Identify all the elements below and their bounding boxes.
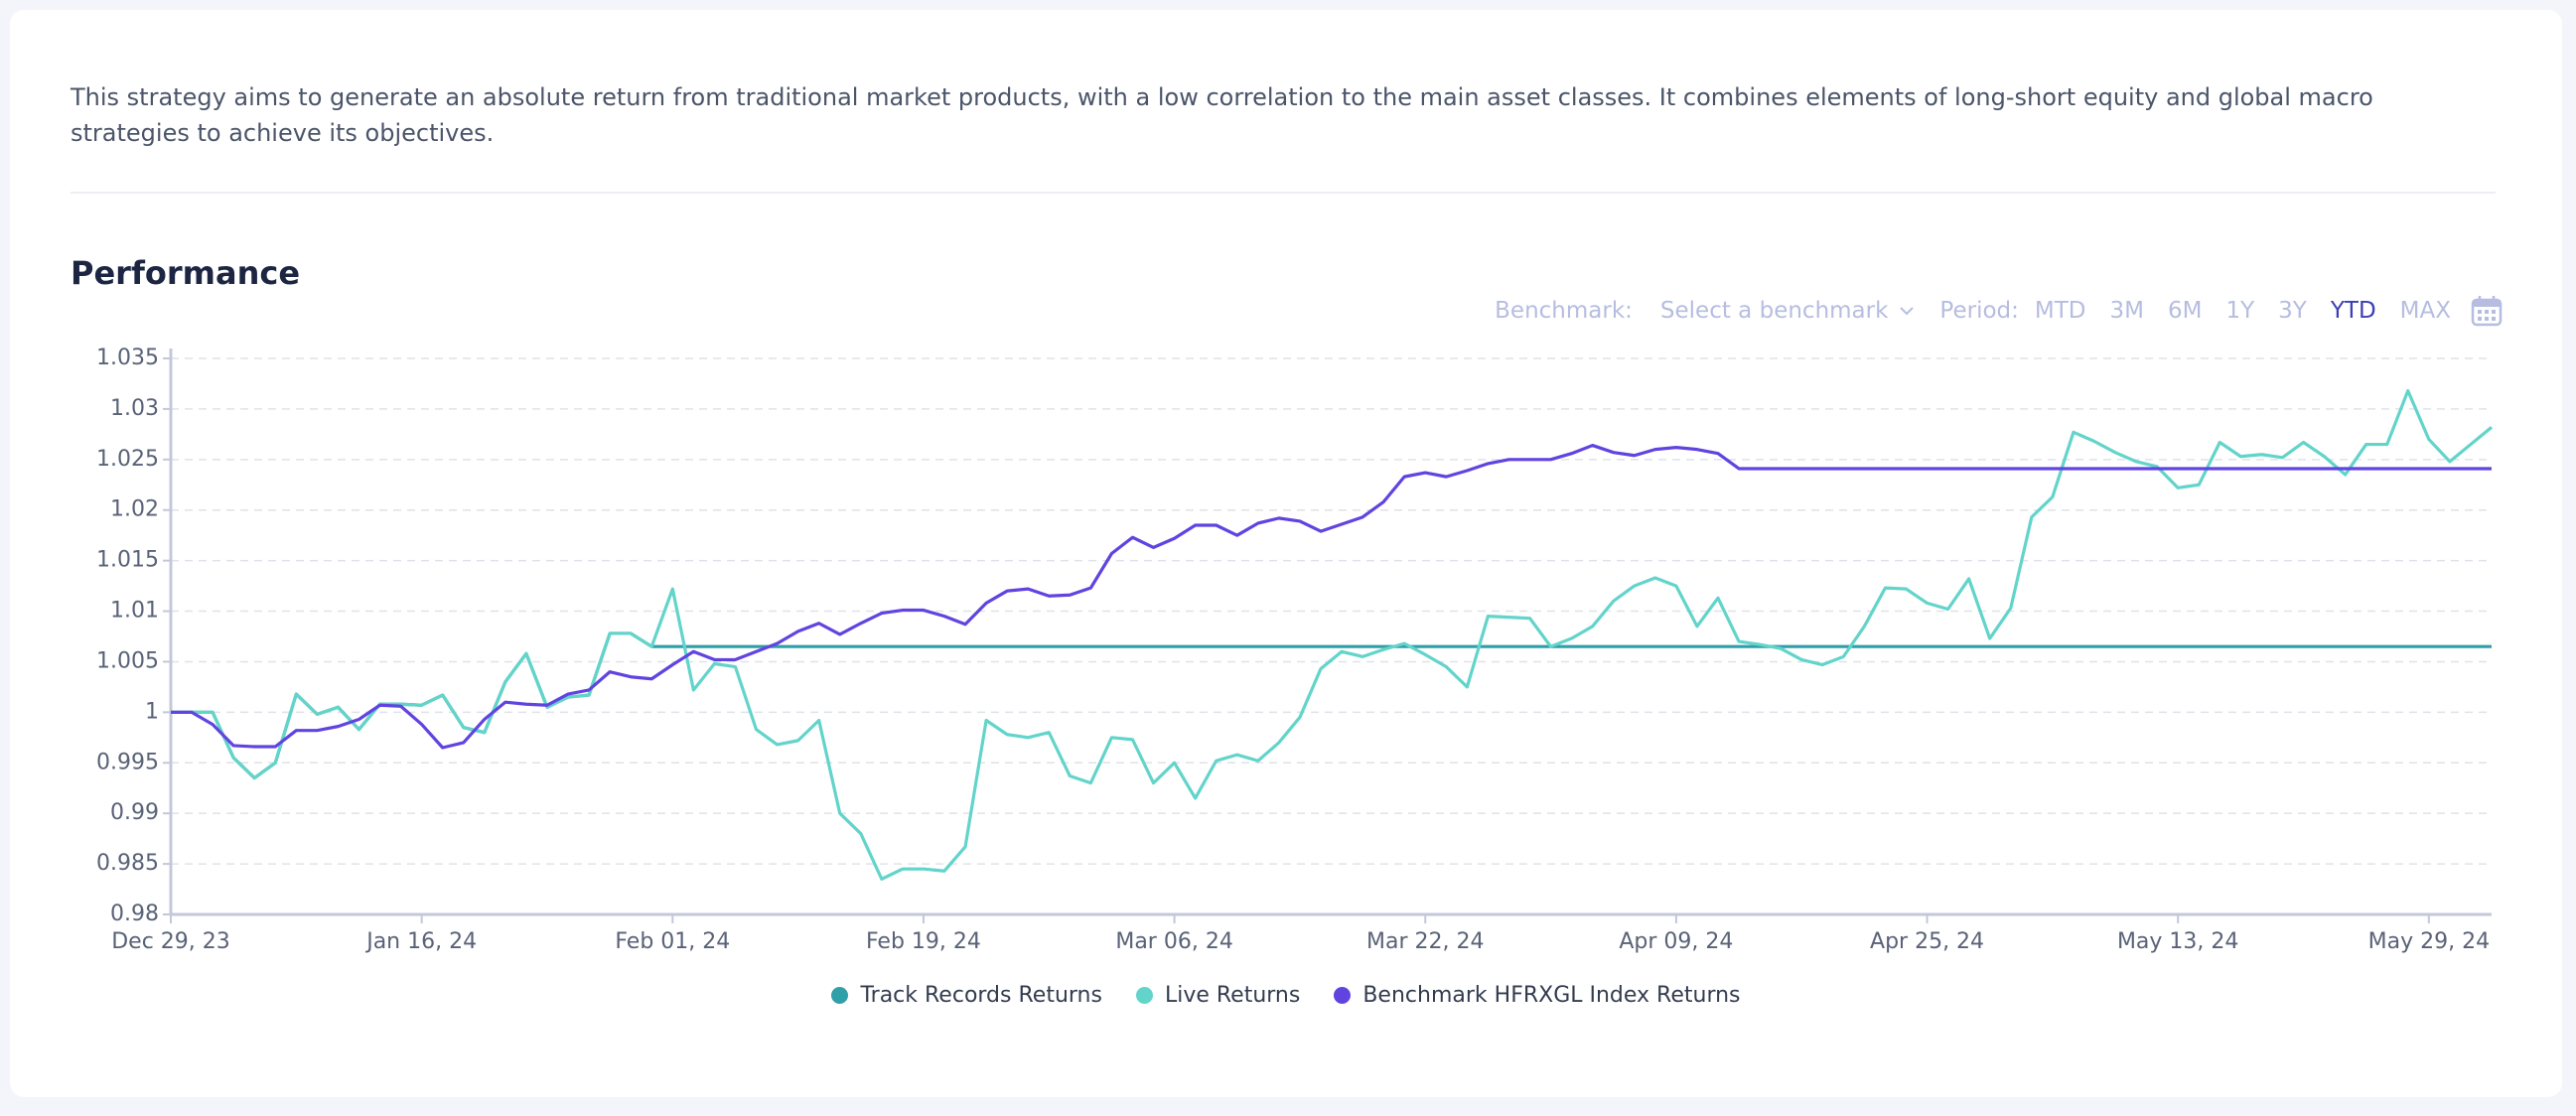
legend-item[interactable]: Track Records Returns bbox=[831, 983, 1102, 1008]
y-tick-label: 0.985 bbox=[96, 851, 159, 876]
period-button[interactable]: YTD bbox=[2330, 298, 2376, 324]
y-tick-label: 0.995 bbox=[96, 750, 159, 774]
calendar-icon[interactable] bbox=[2471, 295, 2503, 327]
legend-label: Benchmark HFRXGL Index Returns bbox=[1362, 983, 1741, 1008]
legend-dot bbox=[1334, 987, 1352, 1004]
period-button[interactable]: 6M bbox=[2167, 298, 2203, 324]
benchmark-label: Benchmark: bbox=[1495, 298, 1633, 324]
x-tick-label: Mar 06, 24 bbox=[1115, 929, 1232, 954]
line bbox=[171, 388, 2494, 881]
legend-label: Track Records Returns bbox=[860, 983, 1102, 1008]
period-button[interactable]: MAX bbox=[2399, 298, 2451, 324]
heading: Performance bbox=[71, 254, 301, 292]
divider bbox=[71, 192, 2496, 194]
card: This strategy aims to generate an absolu… bbox=[10, 10, 2562, 1097]
legend-item[interactable]: Live Returns bbox=[1135, 983, 1301, 1008]
x-tick-label: May 13, 24 bbox=[2117, 929, 2238, 954]
x-tick-label: Jan 16, 24 bbox=[364, 929, 477, 954]
line bbox=[171, 443, 2492, 750]
period-label: Period: bbox=[1939, 298, 2019, 324]
x-tick-label: May 29, 24 bbox=[2368, 929, 2490, 954]
y-tick-label: 1.015 bbox=[96, 548, 159, 573]
period-button[interactable]: MTD bbox=[2034, 298, 2086, 324]
y-tick-label: 1.005 bbox=[96, 648, 159, 673]
line bbox=[171, 631, 2492, 780]
y-tick-label: 1.025 bbox=[96, 447, 159, 472]
legend-dot bbox=[831, 987, 849, 1004]
y-tick-label: 1.035 bbox=[96, 346, 159, 370]
description: This strategy aims to generate an absolu… bbox=[71, 83, 2373, 147]
x-tick-label: Apr 25, 24 bbox=[1870, 929, 1984, 954]
x-tick-label: Apr 09, 24 bbox=[1619, 929, 1733, 954]
x-tick-label: Dec 29, 23 bbox=[111, 929, 230, 954]
period-button[interactable]: 1Y bbox=[2225, 298, 2255, 324]
y-tick-label: 0.99 bbox=[110, 800, 159, 825]
benchmark-select[interactable]: Select a benchmark bbox=[1659, 298, 1889, 324]
y-tick-label: 1 bbox=[145, 699, 159, 724]
legend: Track Records Returns Live Returns Benchma… bbox=[10, 983, 2562, 1008]
y-tick-label: 0.98 bbox=[110, 902, 159, 926]
chevron[interactable] bbox=[1898, 302, 1916, 320]
chart: 0.98 0.985 0.99 0.995 1 1.005 1.01 1.015 1.02 1.0… bbox=[96, 346, 2494, 954]
x-tick-label: Feb 01, 24 bbox=[615, 929, 730, 954]
legend-label: Live Returns bbox=[1164, 983, 1301, 1008]
y-tick-label: 1.03 bbox=[110, 396, 159, 421]
controls: Benchmark: Select a benchmark Period: MT… bbox=[1495, 294, 2503, 328]
y-tick-label: 1.02 bbox=[110, 497, 159, 522]
x-tick-label: Feb 19, 24 bbox=[866, 929, 981, 954]
legend-item[interactable]: Benchmark HFRXGL Index Returns bbox=[1334, 983, 1741, 1008]
period-button[interactable]: 3Y bbox=[2278, 298, 2307, 324]
x-tick-label: Mar 22, 24 bbox=[1366, 929, 1484, 954]
legend-dot bbox=[1135, 987, 1153, 1004]
y-tick-label: 1.01 bbox=[110, 599, 159, 624]
period-button[interactable]: 3M bbox=[2109, 298, 2144, 324]
